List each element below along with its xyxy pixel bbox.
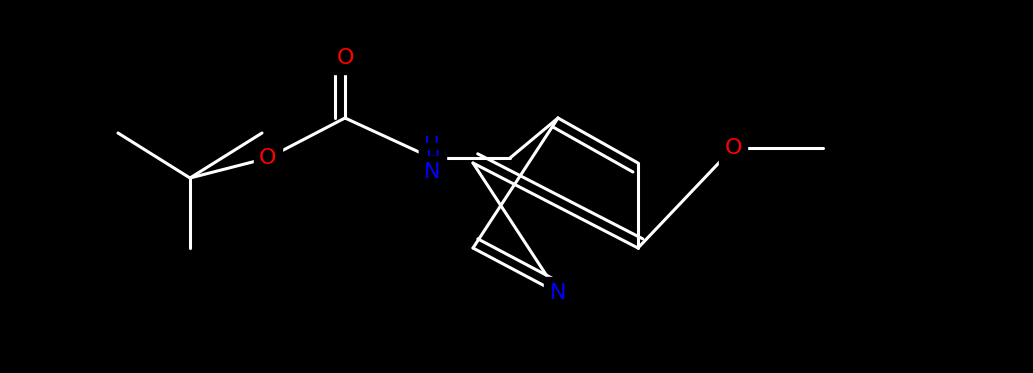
Text: N: N (550, 283, 566, 303)
Text: O: O (259, 148, 277, 168)
Text: H: H (425, 148, 439, 167)
Text: N: N (424, 162, 440, 182)
Text: H
N: H N (425, 137, 440, 180)
Text: O: O (724, 138, 742, 158)
Text: O: O (337, 48, 353, 68)
